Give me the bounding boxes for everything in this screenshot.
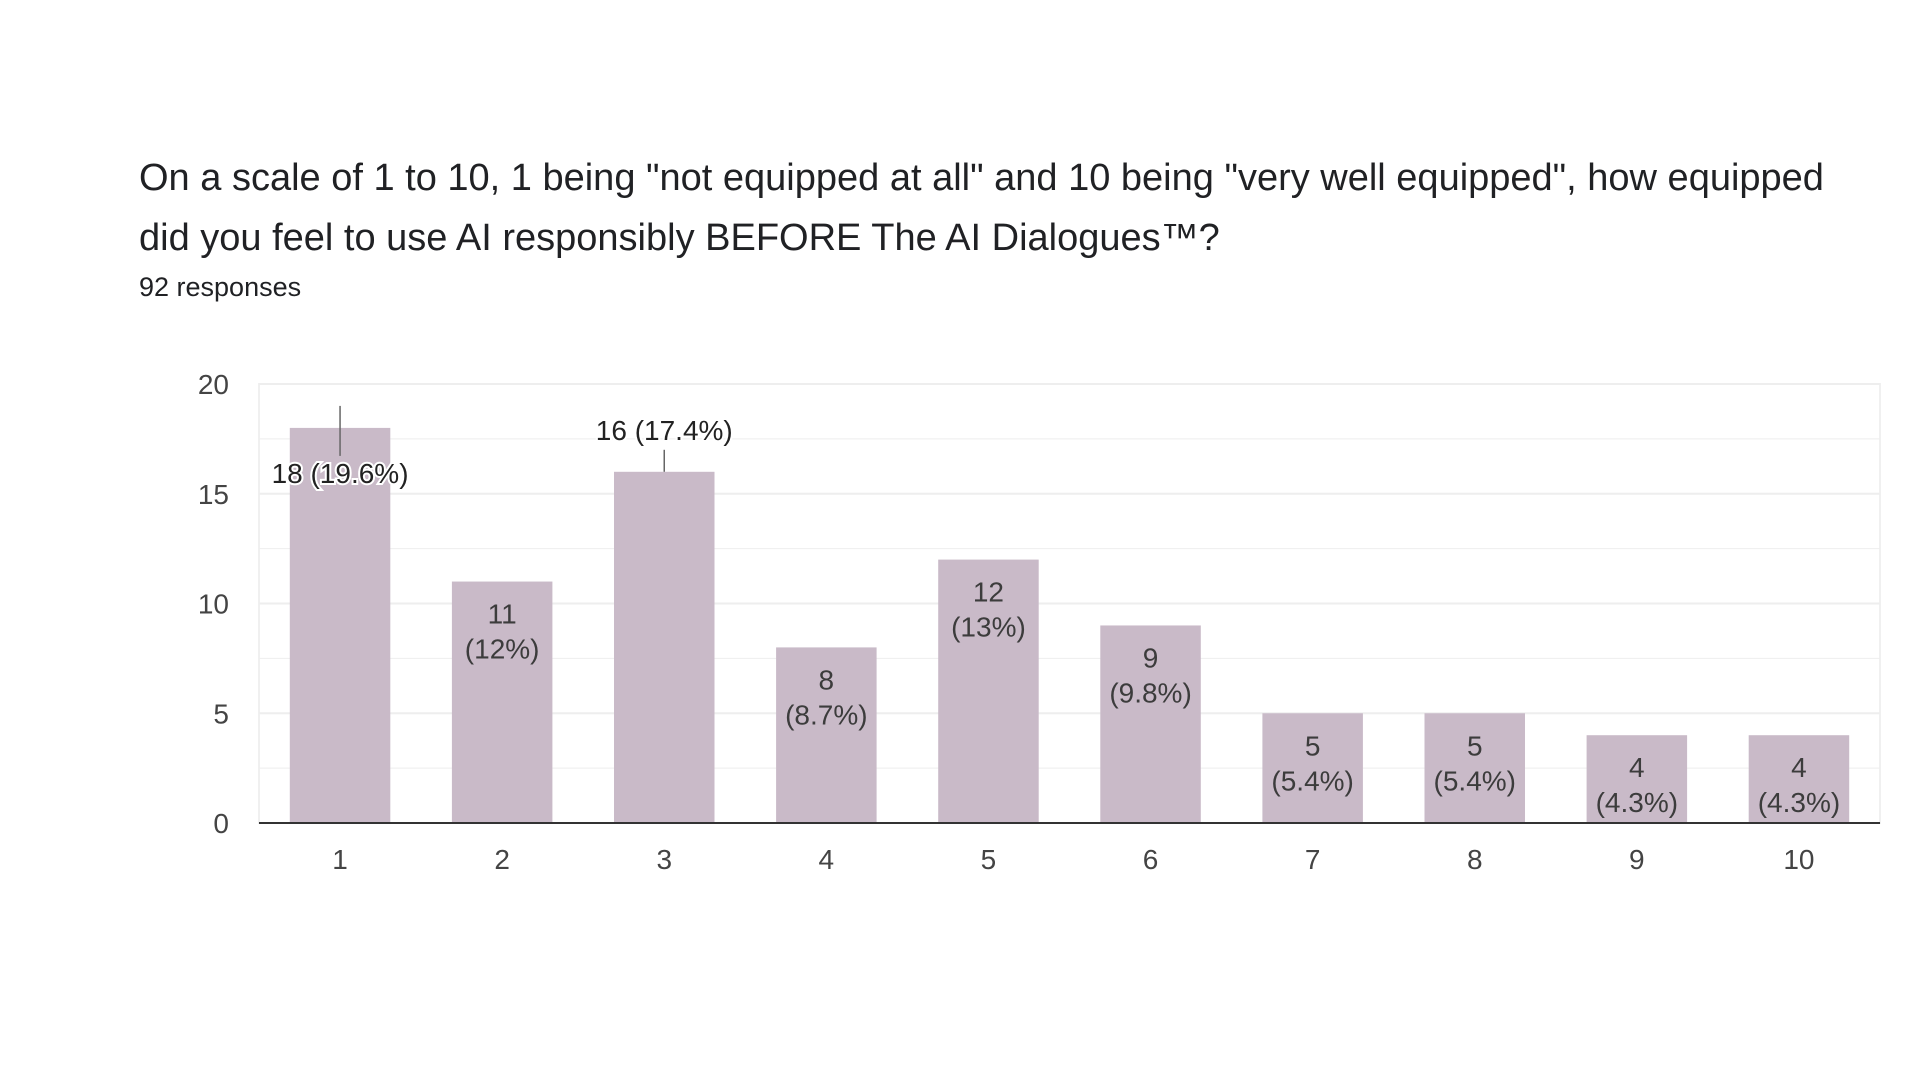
bars	[289, 427, 1850, 823]
data-label: 8	[819, 664, 835, 695]
x-tick-label: 7	[1305, 844, 1321, 875]
data-label: 12	[973, 577, 1004, 608]
bar	[1748, 735, 1850, 823]
data-label: 9	[1143, 642, 1159, 673]
data-labels: 18 (19.6%) 11 (12%) 16 (17.4%) 8 (8.7%) 12 (13%…	[270, 405, 1840, 818]
bar	[1586, 735, 1688, 823]
x-tick-label: 8	[1467, 844, 1483, 875]
bar	[289, 427, 391, 823]
y-tick-label: 0	[213, 808, 229, 839]
question-line-1: On a scale of 1 to 10, 1 being "not equi…	[139, 157, 1824, 199]
x-axis-ticks: 1 2 3 4 5 6 7 8 9 10	[332, 844, 1814, 875]
bar	[613, 471, 715, 823]
data-label: (12%)	[465, 634, 540, 665]
data-label: (4.3%)	[1758, 787, 1840, 818]
bar	[1262, 713, 1363, 823]
data-label: (4.3%)	[1596, 787, 1678, 818]
bar	[938, 559, 1039, 823]
data-label: 11	[488, 599, 517, 630]
x-tick-label: 10	[1783, 844, 1814, 875]
data-label: 5	[1467, 730, 1483, 761]
data-label: 5	[1305, 730, 1321, 761]
y-axis-ticks: 0 5 10 15 20	[198, 369, 229, 839]
bar	[776, 647, 877, 823]
y-tick-label: 10	[198, 589, 229, 620]
x-tick-label: 3	[656, 844, 672, 875]
response-count: 92 responses	[139, 272, 302, 302]
x-tick-label: 9	[1629, 844, 1645, 875]
bar	[1424, 713, 1526, 823]
y-tick-label: 15	[198, 479, 229, 510]
question-line-2: did you feel to use AI responsibly BEFOR…	[139, 217, 1220, 259]
data-label: (9.8%)	[1109, 677, 1191, 708]
data-label: 18 (19.6%)	[272, 458, 409, 489]
x-tick-label: 1	[332, 844, 348, 875]
x-tick-label: 4	[819, 844, 835, 875]
y-tick-label: 5	[213, 698, 229, 729]
x-tick-label: 2	[494, 844, 510, 875]
data-label: 16 (17.4%)	[596, 415, 733, 446]
data-label: (5.4%)	[1271, 765, 1353, 796]
x-tick-label: 6	[1143, 844, 1159, 875]
data-label: (8.7%)	[785, 699, 867, 730]
x-tick-label: 5	[981, 844, 997, 875]
data-label: 4	[1629, 752, 1645, 783]
data-label: 4	[1791, 752, 1807, 783]
question-title: On a scale of 1 to 10, 1 being "not equi…	[139, 148, 1859, 268]
bar	[1100, 625, 1201, 823]
y-tick-label: 20	[198, 369, 229, 400]
data-label: (13%)	[951, 612, 1026, 643]
bar	[451, 581, 553, 823]
data-label: (5.4%)	[1434, 765, 1516, 796]
